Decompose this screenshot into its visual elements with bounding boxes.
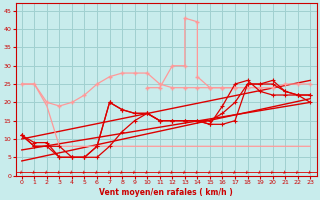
X-axis label: Vent moyen/en rafales ( km/h ): Vent moyen/en rafales ( km/h )	[99, 188, 233, 197]
